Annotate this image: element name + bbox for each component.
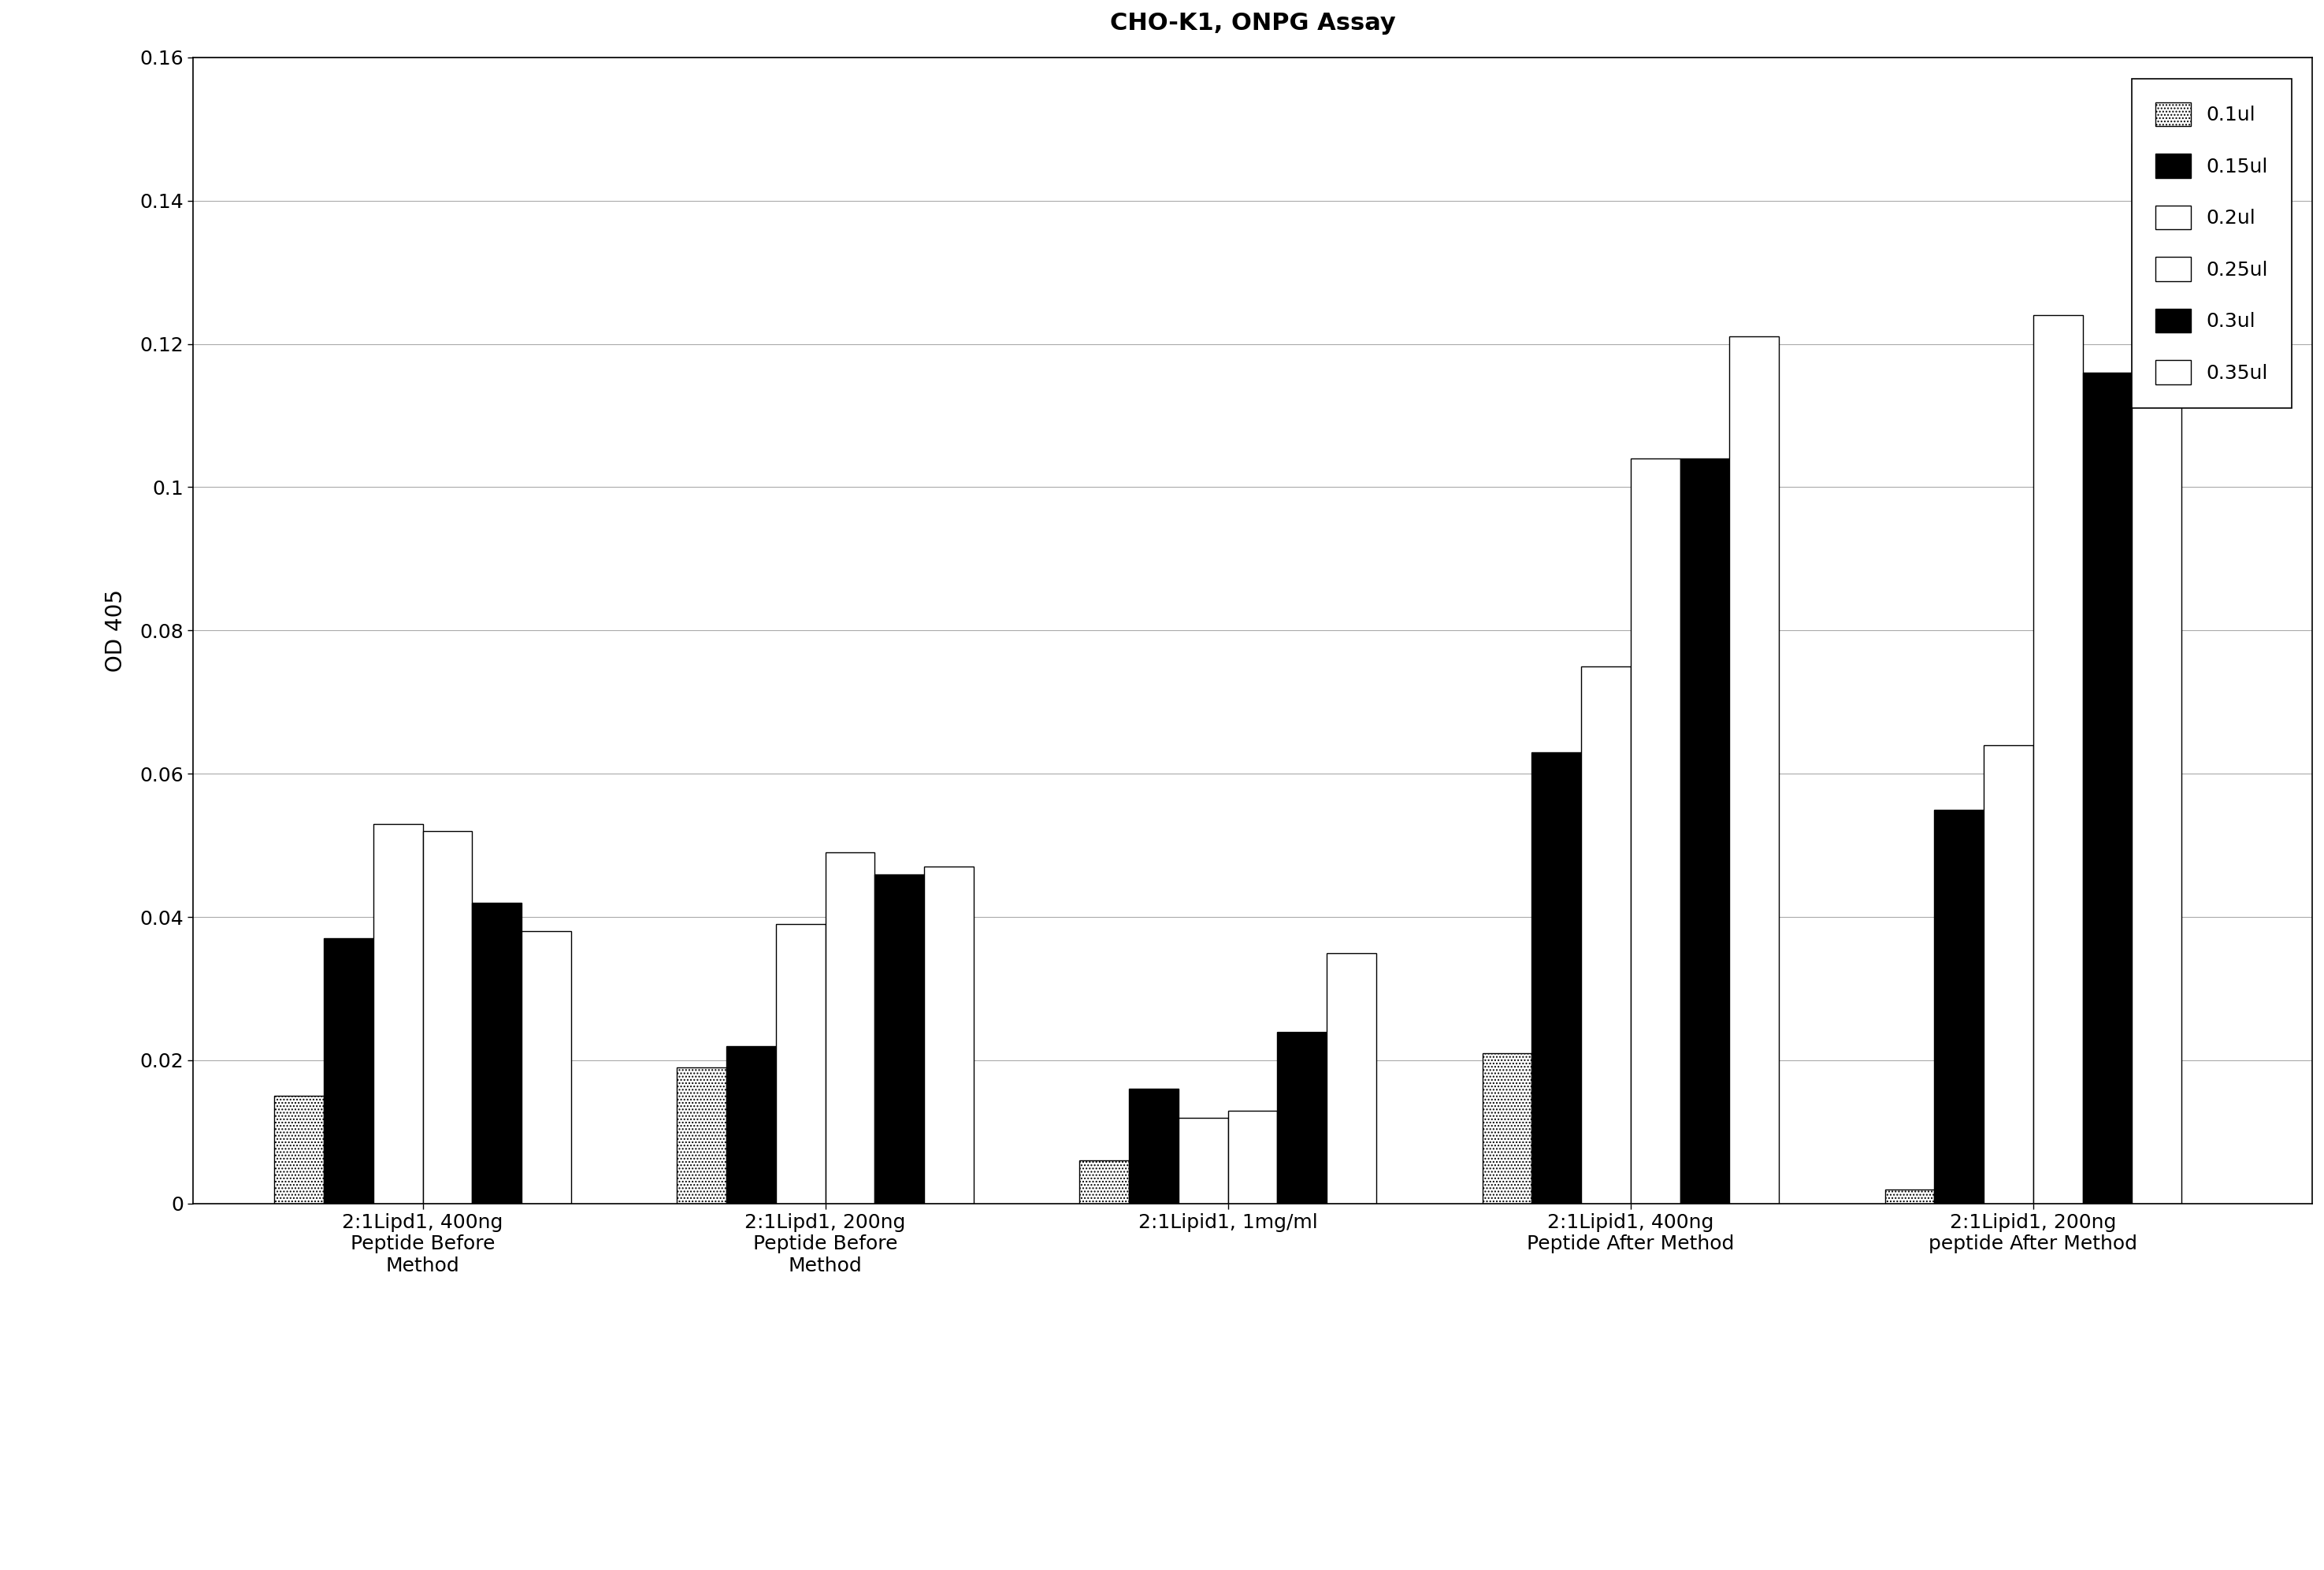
Bar — [874, 874, 925, 1204]
Bar — [521, 931, 572, 1204]
Bar — [1885, 1188, 1934, 1204]
Bar — [1178, 1118, 1227, 1204]
Bar — [1227, 1110, 1278, 1204]
Bar — [676, 1068, 727, 1204]
Bar — [1081, 1160, 1129, 1204]
Bar — [2034, 316, 2082, 1204]
Bar — [374, 824, 423, 1204]
Bar — [1129, 1090, 1178, 1204]
Bar — [472, 903, 521, 1204]
Y-axis label: OD 405: OD 405 — [105, 589, 128, 672]
Bar — [1729, 336, 1778, 1204]
Bar — [1631, 458, 1680, 1204]
Legend: 0.1ul, 0.15ul, 0.2ul, 0.25ul, 0.3ul, 0.35ul: 0.1ul, 0.15ul, 0.2ul, 0.25ul, 0.3ul, 0.3… — [2131, 79, 2291, 408]
Bar — [1985, 746, 2034, 1204]
Bar — [825, 853, 874, 1204]
Bar — [423, 831, 472, 1204]
Bar — [1483, 1053, 1532, 1204]
Bar — [925, 867, 974, 1204]
Bar — [1278, 1031, 1327, 1204]
Bar — [2082, 372, 2131, 1204]
Bar — [323, 939, 374, 1204]
Bar — [776, 925, 825, 1204]
Bar — [1532, 752, 1580, 1204]
Bar — [2131, 143, 2182, 1204]
Bar — [1680, 458, 1729, 1204]
Bar — [1934, 810, 1985, 1204]
Bar — [1580, 666, 1631, 1204]
Title: CHO-K1, ONPG Assay: CHO-K1, ONPG Assay — [1111, 13, 1397, 35]
Bar — [1327, 953, 1376, 1204]
Bar — [727, 1046, 776, 1204]
Bar — [274, 1096, 323, 1204]
